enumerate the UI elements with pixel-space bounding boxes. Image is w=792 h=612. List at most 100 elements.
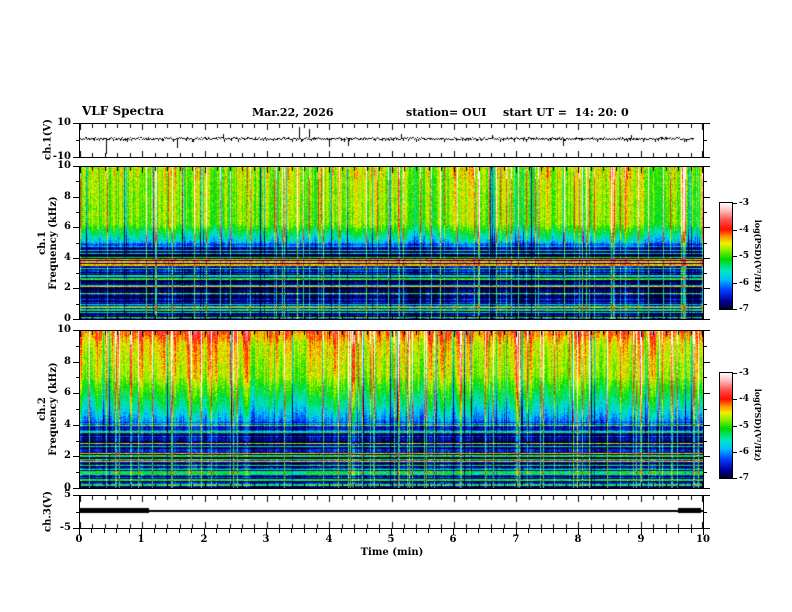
tick-mark	[733, 309, 737, 310]
tick-mark	[76, 472, 79, 473]
tick-mark	[129, 529, 130, 533]
tick-mark	[76, 377, 79, 378]
x-tick-label: 5	[387, 534, 395, 545]
y-tick-label: 6	[64, 387, 71, 398]
colorbar-tick-label: -6	[739, 447, 749, 457]
tick-mark	[704, 181, 707, 182]
figure-date: Mar.22, 2026	[252, 106, 334, 119]
tick-mark	[166, 529, 167, 533]
tick-mark	[428, 529, 429, 533]
tick-mark	[366, 529, 367, 533]
y-tick-label: 5	[64, 489, 71, 500]
tick-mark	[91, 529, 92, 533]
tick-mark	[666, 529, 667, 533]
tick-mark	[73, 330, 79, 331]
x-tick-label: 10	[696, 534, 710, 545]
y-tick-label: 4	[64, 419, 71, 430]
tick-mark	[304, 529, 305, 533]
tick-mark	[704, 288, 710, 289]
tick-mark	[453, 529, 454, 535]
figure-title: VLF Spectra	[82, 104, 165, 118]
tick-mark	[704, 123, 710, 124]
colorbar-ch1	[719, 202, 733, 310]
tick-mark	[516, 529, 517, 535]
tick-mark	[691, 529, 692, 533]
tick-mark	[354, 529, 355, 533]
tick-mark	[76, 409, 79, 410]
tick-mark	[216, 529, 217, 533]
tick-mark	[641, 529, 642, 535]
x-axis-title: Time (min)	[360, 547, 424, 558]
tick-mark	[76, 441, 79, 442]
tick-mark	[141, 529, 142, 535]
tick-mark	[704, 425, 710, 426]
x-tick-label: 3	[262, 534, 270, 545]
tick-mark	[391, 529, 392, 535]
tick-mark	[403, 529, 404, 533]
tick-mark	[704, 140, 707, 141]
colorbar-tick-label: -7	[739, 473, 749, 483]
tick-mark	[591, 529, 592, 533]
y-tick-label: 2	[64, 450, 71, 461]
tick-mark	[191, 529, 192, 533]
tick-mark	[704, 362, 710, 363]
tick-mark	[466, 529, 467, 533]
tick-mark	[76, 512, 79, 513]
tick-mark	[379, 529, 380, 533]
tick-mark	[733, 373, 737, 374]
colorbar-ch2	[719, 372, 733, 479]
y-tick-label: 10	[57, 324, 71, 335]
tick-mark	[704, 488, 710, 489]
tick-mark	[704, 304, 707, 305]
colorbar-tick-label: -3	[739, 198, 749, 208]
x-tick-label: 2	[200, 534, 208, 545]
tick-mark	[704, 157, 710, 158]
tick-mark	[279, 529, 280, 533]
tick-mark	[628, 529, 629, 533]
colorbar-tick-label: -4	[739, 394, 749, 404]
panel-ch2-spectrogram	[79, 330, 704, 489]
tick-mark	[73, 362, 79, 363]
x-tick-label: 6	[449, 534, 457, 545]
y-tick-label: -5	[59, 522, 71, 533]
tick-mark	[616, 529, 617, 533]
tick-mark	[341, 529, 342, 533]
tick-mark	[704, 212, 707, 213]
x-tick-label: 1	[137, 534, 145, 545]
tick-mark	[704, 441, 707, 442]
tick-mark	[73, 488, 79, 489]
tick-mark	[478, 529, 479, 533]
tick-mark	[76, 140, 79, 141]
tick-mark	[733, 426, 737, 427]
tick-mark	[316, 529, 317, 533]
colorbar-tick-label: -3	[739, 368, 749, 378]
tick-mark	[704, 495, 710, 496]
ch2-spectrogram-canvas	[80, 331, 703, 488]
colorbar-tick-label: -5	[739, 251, 749, 261]
tick-mark	[441, 529, 442, 533]
tick-mark	[204, 529, 205, 535]
ch1-spectrogram-canvas	[80, 167, 703, 319]
tick-mark	[76, 346, 79, 347]
y-tick-label: 4	[64, 252, 71, 263]
x-tick-label: 8	[574, 534, 582, 545]
tick-mark	[653, 529, 654, 533]
tick-mark	[704, 319, 710, 320]
tick-mark	[73, 166, 79, 167]
figure-station: station= OUI	[406, 106, 487, 119]
tick-mark	[73, 456, 79, 457]
tick-mark	[678, 529, 679, 533]
tick-mark	[416, 529, 417, 533]
tick-mark	[76, 273, 79, 274]
colorbar-tick-label: -4	[739, 225, 749, 235]
tick-mark	[79, 529, 80, 535]
y-tick-label: 10	[57, 160, 71, 171]
tick-mark	[733, 203, 737, 204]
tick-mark	[73, 123, 79, 124]
y-tick-label: 8	[64, 356, 71, 367]
colorbar-tick-label: -7	[739, 304, 749, 314]
tick-mark	[704, 456, 710, 457]
tick-mark	[266, 529, 267, 535]
tick-mark	[73, 227, 79, 228]
tick-mark	[73, 319, 79, 320]
